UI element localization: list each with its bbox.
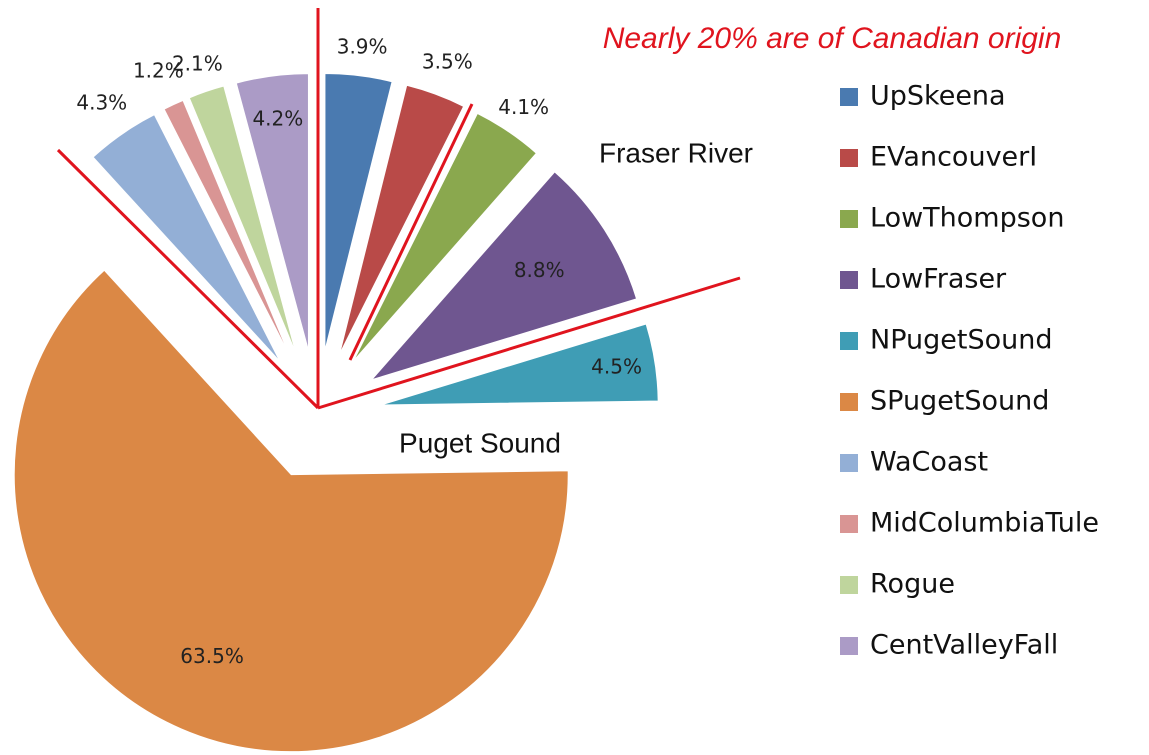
legend-swatch xyxy=(840,515,858,533)
pie-slice xyxy=(13,269,569,753)
pie-slice xyxy=(352,112,538,362)
legend-swatch xyxy=(840,454,858,472)
legend-swatch xyxy=(840,149,858,167)
legend-swatch xyxy=(840,88,858,106)
data-label: 4.5% xyxy=(591,355,642,379)
pie-slice xyxy=(324,72,393,351)
annotation: Puget Sound xyxy=(399,427,561,458)
data-label: 1.2% xyxy=(133,58,184,82)
legend-label: SPugetSound xyxy=(870,386,1049,417)
legend-label: LowFraser xyxy=(870,264,1007,295)
pie-slice xyxy=(370,171,638,381)
separator xyxy=(56,148,320,410)
legend-label: UpSkeena xyxy=(870,81,1006,112)
legend-swatch xyxy=(840,637,858,655)
legend-swatch xyxy=(840,332,858,350)
separator xyxy=(348,103,474,361)
pie-slice xyxy=(235,73,309,351)
legend-label: LowThompson xyxy=(870,203,1064,234)
separator xyxy=(317,276,741,410)
legend-swatch xyxy=(840,576,858,594)
legend-swatch xyxy=(840,393,858,411)
legend-label: EVancouverI xyxy=(870,142,1037,173)
legend-label: WaCoast xyxy=(870,447,988,478)
data-label: 2.1% xyxy=(172,52,223,76)
data-label: 4.2% xyxy=(252,106,303,130)
pie-slice xyxy=(381,323,659,406)
data-label: 63.5% xyxy=(180,644,244,668)
data-label: 3.9% xyxy=(337,35,388,59)
annotation: Nearly 20% are of Canadian origin xyxy=(603,22,1062,55)
data-label: 3.5% xyxy=(422,50,473,74)
legend-swatch xyxy=(840,210,858,228)
legend-label: NPugetSound xyxy=(870,325,1052,356)
data-label: 8.8% xyxy=(514,258,565,282)
pie-slice xyxy=(92,114,281,362)
legend-label: Rogue xyxy=(870,569,955,600)
pie-slice xyxy=(188,85,297,354)
legend-label: CentValleyFall xyxy=(870,630,1058,661)
annotation: Fraser River xyxy=(599,137,753,168)
data-label: 4.3% xyxy=(76,91,127,115)
data-label: 4.1% xyxy=(498,95,549,119)
pie-slice xyxy=(163,99,291,357)
legend-swatch xyxy=(840,271,858,289)
pie-slice xyxy=(339,84,465,355)
legend-label: MidColumbiaTule xyxy=(870,508,1099,539)
